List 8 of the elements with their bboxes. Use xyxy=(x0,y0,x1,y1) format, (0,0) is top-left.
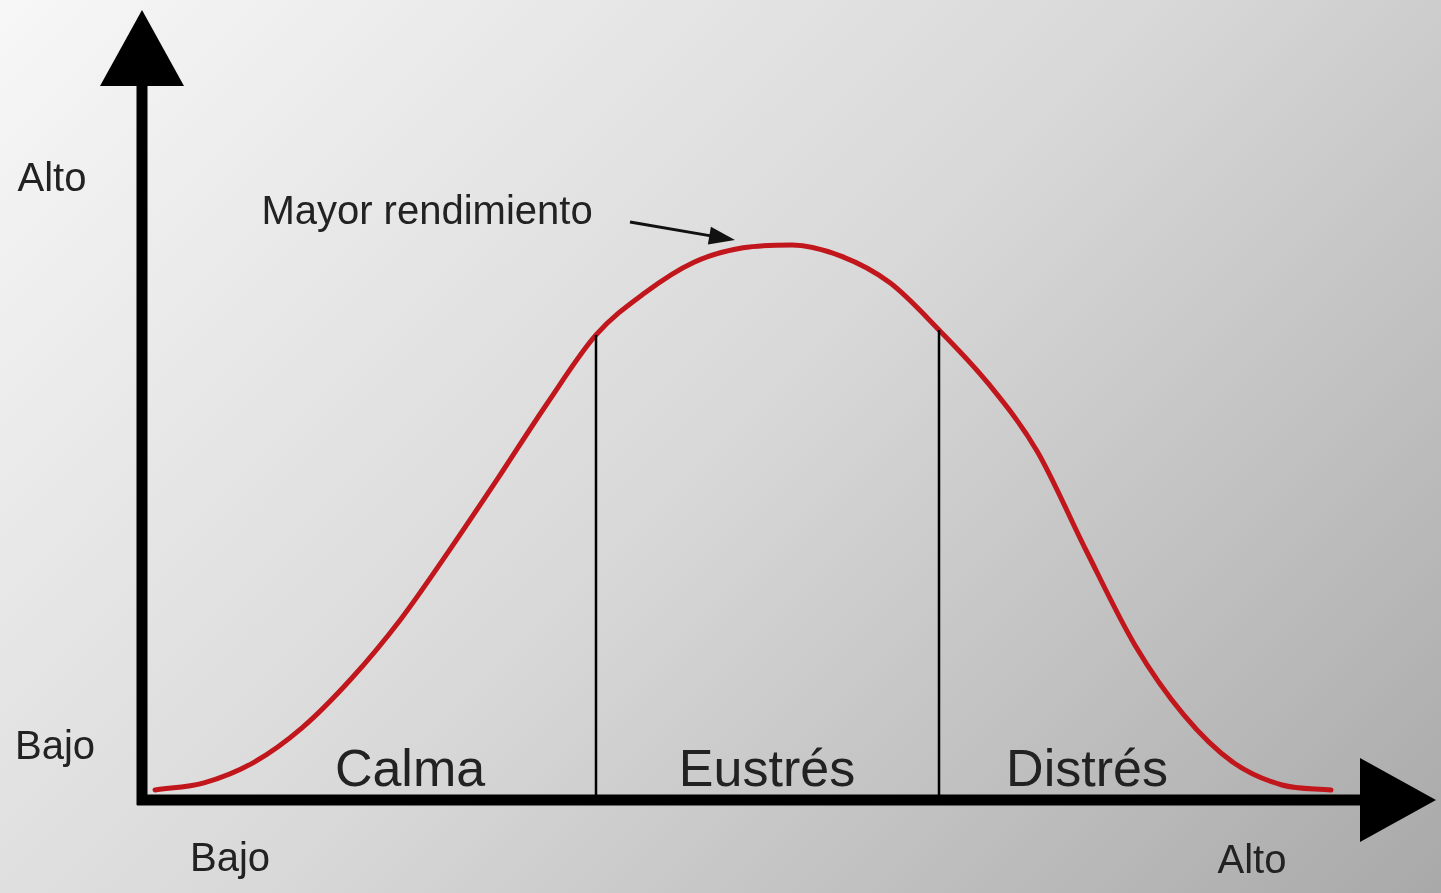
annotation: Distrés xyxy=(1006,739,1168,798)
text: Alto xyxy=(1217,837,1287,882)
annotation: Eustrés xyxy=(678,739,856,798)
text: Alto xyxy=(17,155,87,200)
text: Mayor rendimiento xyxy=(261,188,593,233)
text: Bajo xyxy=(189,835,271,880)
annotation: Calma xyxy=(334,739,486,798)
text: Bajo xyxy=(14,723,96,768)
